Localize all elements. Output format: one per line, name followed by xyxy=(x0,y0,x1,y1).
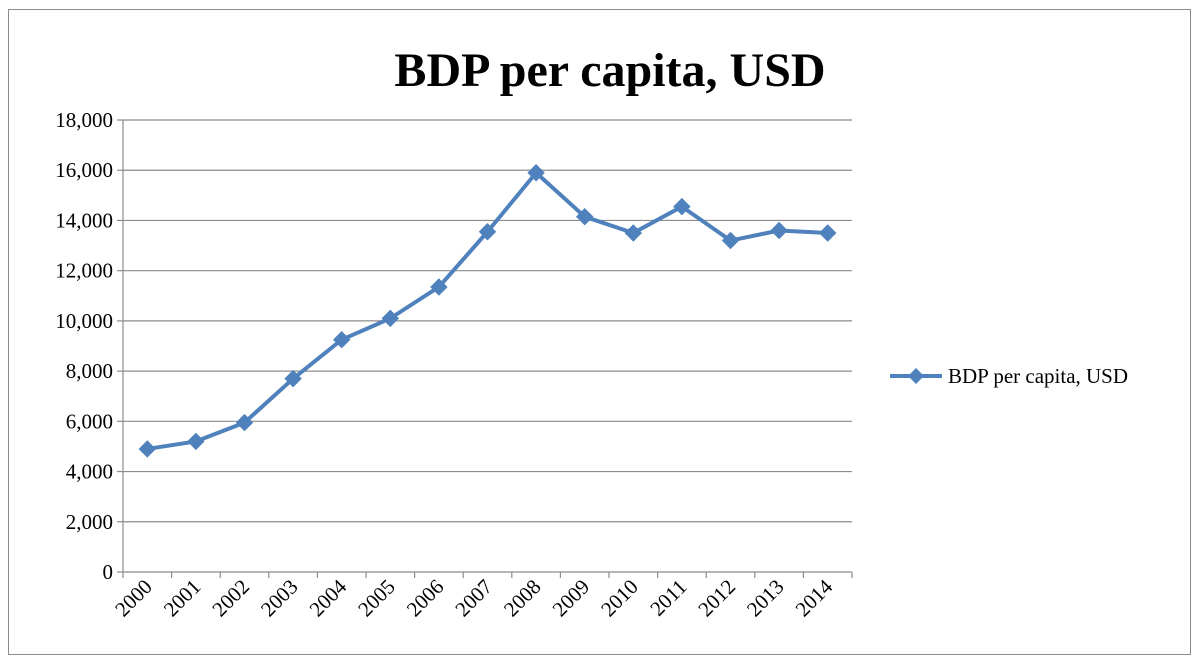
data-point-marker xyxy=(478,223,497,241)
x-tick-label: 2002 xyxy=(207,575,254,622)
legend: BDP per capita, USD xyxy=(890,364,1128,388)
y-tick-label: 14,000 xyxy=(55,208,113,232)
x-tick-label: 2000 xyxy=(110,575,157,622)
data-point-marker xyxy=(673,197,691,216)
x-tick-label: 2005 xyxy=(353,575,400,622)
legend-marker-icon xyxy=(908,368,924,384)
legend-entry-label: BDP per capita, USD xyxy=(948,364,1128,388)
chart-frame xyxy=(8,9,1191,655)
y-tick-label: 6,000 xyxy=(66,409,113,433)
x-tick-label: 2004 xyxy=(305,574,352,621)
data-point-marker xyxy=(332,331,351,349)
y-tick-label: 0 xyxy=(103,560,114,584)
y-tick-label: 2,000 xyxy=(66,510,113,534)
axes xyxy=(122,120,853,578)
data-point-marker xyxy=(235,413,254,432)
gridlines xyxy=(117,119,852,573)
x-tick-label: 2012 xyxy=(693,575,740,622)
y-tick-label: 8,000 xyxy=(66,359,113,383)
x-tick-labels: 2000 2001 2002 2003 2004 2005 2006 2007 2008 2009… xyxy=(110,574,837,621)
data-point-marker xyxy=(575,207,594,226)
series-line xyxy=(146,170,828,451)
x-tick-label: 2010 xyxy=(596,575,643,622)
x-tick-label: 2008 xyxy=(499,575,546,622)
data-point-marker xyxy=(770,221,788,240)
chart-title: BDP per capita, USD xyxy=(394,44,825,97)
data-point-marker xyxy=(284,369,302,388)
data-point-marker xyxy=(187,432,205,451)
x-tick-label: 2006 xyxy=(402,575,449,622)
data-point-marker xyxy=(527,164,545,182)
y-tick-label: 12,000 xyxy=(55,259,113,283)
data-point-marker xyxy=(138,440,157,458)
data-point-marker xyxy=(818,224,837,242)
data-point-marker xyxy=(430,278,448,296)
data-point-marker xyxy=(381,309,400,328)
y-tick-label: 18,000 xyxy=(55,108,113,132)
y-tick-labels: 0 2,000 4,000 6,000 8,000 10,000 12,000 14,000 1… xyxy=(55,108,113,584)
data-point-marker xyxy=(624,224,643,242)
y-tick-label: 4,000 xyxy=(66,460,113,484)
series-group xyxy=(138,164,837,458)
y-tick-label: 16,000 xyxy=(55,158,113,182)
x-tick-label: 2014 xyxy=(791,574,838,621)
data-point-marker xyxy=(721,231,740,250)
x-tick-label: 2007 xyxy=(450,575,497,622)
x-tick-label: 2003 xyxy=(256,575,303,622)
x-tick-label: 2009 xyxy=(548,575,595,622)
y-tick-label: 10,000 xyxy=(55,309,113,333)
x-tick-label: 2011 xyxy=(645,575,691,621)
x-tick-label: 2001 xyxy=(159,575,206,622)
x-tick-label: 2013 xyxy=(742,575,789,622)
